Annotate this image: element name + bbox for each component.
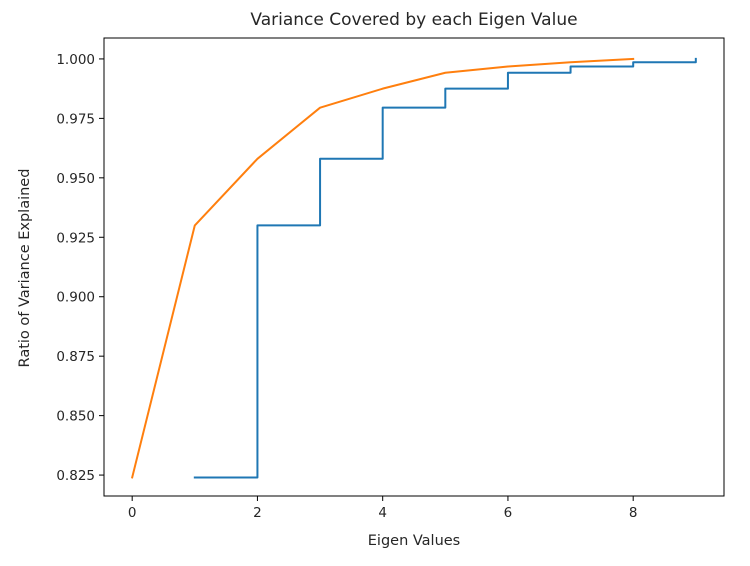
x-tick-label: 2 [253, 505, 262, 521]
x-tick-label: 0 [128, 505, 137, 521]
x-axis: 0 2 4 6 8 [128, 496, 638, 521]
y-axis-label: Ratio of Variance Explained [17, 169, 33, 368]
x-axis-label: Eigen Values [368, 533, 461, 549]
series-layer [130, 57, 697, 479]
y-tick-label: 0.975 [56, 111, 95, 127]
y-tick-label: 1.000 [56, 52, 95, 68]
chart-title: Variance Covered by each Eigen Value [250, 10, 577, 30]
y-tick-label: 0.950 [56, 171, 95, 187]
y-tick-label: 0.875 [56, 349, 95, 365]
y-tick-label: 0.900 [56, 290, 95, 306]
plot-frame [103, 37, 725, 497]
plot-area [103, 37, 725, 497]
x-tick-label: 8 [629, 505, 638, 521]
line-series-line [130, 57, 635, 479]
x-tick-label: 4 [378, 505, 387, 521]
y-tick-label: 0.850 [56, 409, 95, 425]
step-series-line [193, 57, 697, 479]
y-tick-label: 0.925 [56, 230, 95, 246]
y-axis: 0.825 0.850 0.875 0.900 0.925 0.950 0.975 1.000 [56, 52, 104, 484]
x-tick-label: 6 [504, 505, 513, 521]
y-tick-label: 0.825 [56, 468, 95, 484]
